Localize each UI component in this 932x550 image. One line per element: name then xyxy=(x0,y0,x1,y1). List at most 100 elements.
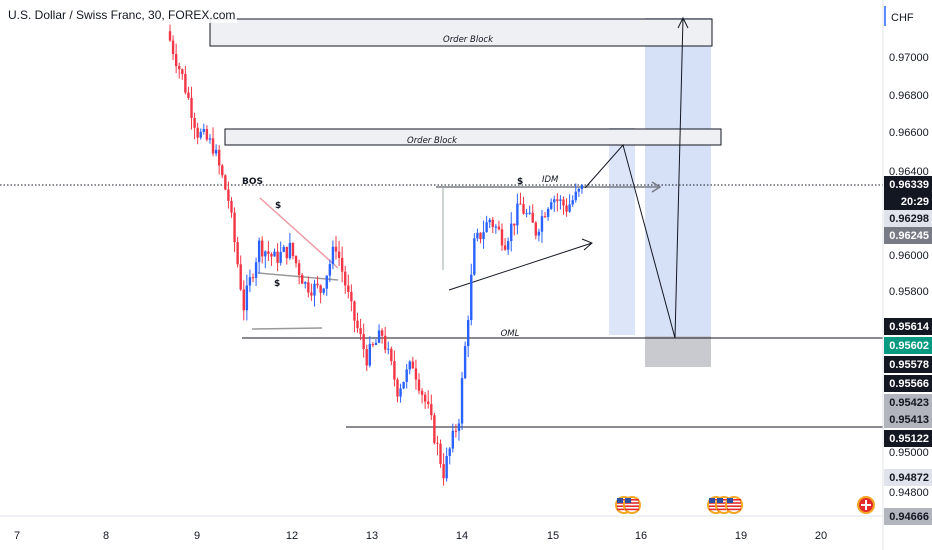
candle-body xyxy=(559,199,562,201)
candle-body xyxy=(285,246,289,259)
x-tick-label: 19 xyxy=(735,530,747,542)
x-tick-label: 14 xyxy=(456,530,468,542)
order-block-upper-label: Order Block xyxy=(443,35,494,45)
price-tag xyxy=(884,394,932,411)
candle-body xyxy=(294,256,298,264)
candle-body xyxy=(340,257,344,272)
currency-label[interactable]: CHF xyxy=(891,12,914,24)
trendline-arrow-icon xyxy=(581,238,593,251)
candle-body xyxy=(479,232,482,240)
candle-body xyxy=(482,232,485,240)
candle-body xyxy=(254,262,258,278)
candle-body xyxy=(184,73,187,93)
candle-body xyxy=(503,245,507,250)
x-tick-label: 7 xyxy=(14,530,20,542)
candle-body xyxy=(264,251,267,257)
candle-body xyxy=(239,264,242,290)
candle-body xyxy=(267,251,270,254)
candle-body xyxy=(190,97,193,118)
x-tick-label: 12 xyxy=(286,530,298,542)
order-block-lower[interactable] xyxy=(224,128,722,146)
candle-body xyxy=(525,213,528,215)
price-tag-value: 0.95413 xyxy=(889,414,929,426)
candle-body xyxy=(580,184,584,189)
candle-body xyxy=(168,31,172,41)
candle-body xyxy=(399,388,402,397)
candle-body xyxy=(411,361,415,369)
candle-body xyxy=(178,66,181,70)
candle-body xyxy=(217,149,221,166)
candle-body xyxy=(199,131,202,138)
stop-zone xyxy=(645,336,711,367)
y-tick-label: 0.96000 xyxy=(889,250,929,262)
ascending-trendline[interactable] xyxy=(448,242,593,291)
candle-body xyxy=(565,205,568,212)
projection-path[interactable] xyxy=(584,17,684,339)
price-tag-value: 0.95566 xyxy=(889,378,929,390)
candle-body xyxy=(322,288,325,293)
x-tick-label: 13 xyxy=(366,530,378,542)
candle-body xyxy=(279,251,282,263)
candle-body xyxy=(174,54,178,67)
candle-body xyxy=(417,379,421,391)
symbol-title[interactable]: U.S. Dollar / Swiss Franc, 30, FOREX.com xyxy=(6,7,238,23)
candles[interactable] xyxy=(168,24,584,486)
candle-body xyxy=(439,443,442,464)
candle-body xyxy=(291,242,295,257)
candle-body xyxy=(494,226,498,228)
bos-label: BOS xyxy=(242,177,263,187)
candle-body xyxy=(433,415,436,443)
candle-body xyxy=(436,442,439,444)
candle-body xyxy=(534,222,538,236)
candle-body xyxy=(420,390,424,395)
candle-body xyxy=(473,238,476,275)
x-axis[interactable]: 7 8 9 12 13 14 15 16 19 20 xyxy=(14,530,827,542)
price-tag xyxy=(884,508,932,525)
y-tick-label: 0.96600 xyxy=(889,127,929,139)
us-flag-icon[interactable] xyxy=(725,496,743,514)
dollar-label-2: $ xyxy=(274,279,280,289)
candle-body xyxy=(214,149,218,154)
range-high-arrow-icon xyxy=(651,181,662,193)
order-block-upper[interactable] xyxy=(209,18,713,47)
event-icons[interactable] xyxy=(615,496,875,514)
candle-body xyxy=(304,282,307,284)
candle-body xyxy=(187,92,190,98)
candle-body xyxy=(488,219,491,223)
candle-body xyxy=(549,202,553,209)
x-tick-label: 20 xyxy=(815,530,827,542)
price-tags: 0.96339 20:29 0.96298 0.96245 0.95614 0.95602… xyxy=(884,176,932,525)
projection-zone-small xyxy=(609,128,635,335)
candle-body xyxy=(500,229,504,246)
x-tick-label: 8 xyxy=(103,530,109,542)
candle-body xyxy=(546,208,550,217)
candle-body xyxy=(368,344,372,366)
y-axis[interactable]: 0.97000 0.96800 0.96600 0.96400 0.96000 0.958… xyxy=(889,52,929,499)
y-tick-label: 0.95800 xyxy=(889,286,929,298)
candle-body xyxy=(261,240,264,257)
triangle-lower-line[interactable] xyxy=(257,272,339,281)
candle-body xyxy=(513,223,516,226)
candle-body xyxy=(427,401,430,405)
candle-body xyxy=(248,277,252,286)
price-tag xyxy=(884,337,932,354)
candle-body xyxy=(393,361,396,380)
candle-body xyxy=(193,117,196,128)
plot-area[interactable] xyxy=(0,0,883,516)
candle-body xyxy=(224,175,227,190)
candle-body xyxy=(516,203,519,226)
candle-body xyxy=(313,283,316,296)
triangle-upper-line[interactable] xyxy=(259,197,339,269)
candle-body xyxy=(531,212,534,223)
y-tick-label: 0.96400 xyxy=(889,166,929,178)
candle-body xyxy=(528,212,531,214)
price-tag-value: 0.94666 xyxy=(889,511,929,523)
range-low-line[interactable] xyxy=(251,327,323,330)
candle-body xyxy=(543,216,547,218)
candle-body xyxy=(408,361,411,370)
price-tag xyxy=(884,411,932,428)
candle-body xyxy=(205,129,209,140)
swiss-flag-icon[interactable] xyxy=(857,496,875,514)
us-flag-icon[interactable] xyxy=(623,496,641,514)
